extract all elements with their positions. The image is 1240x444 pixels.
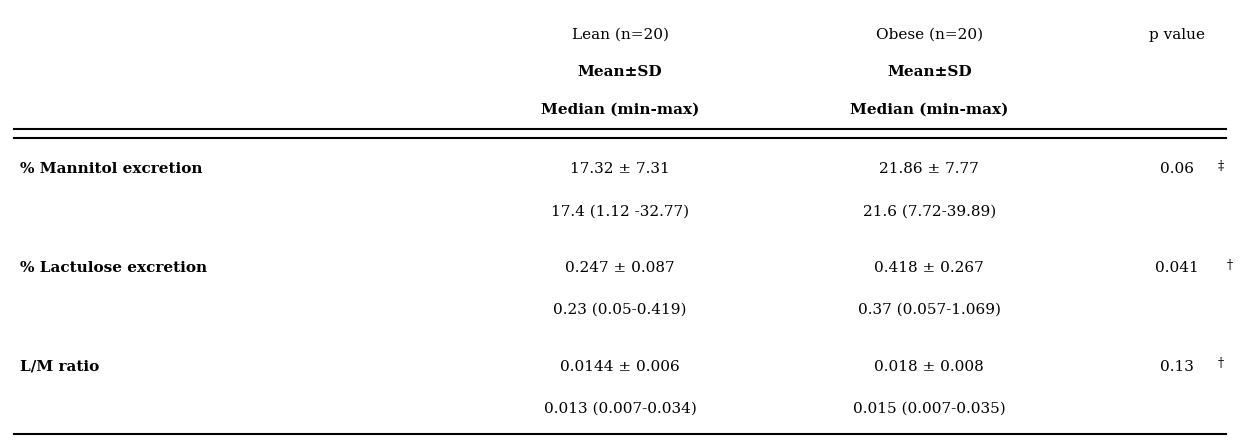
- Text: 0.247 ± 0.087: 0.247 ± 0.087: [565, 261, 675, 275]
- Text: Median (min-max): Median (min-max): [851, 103, 1008, 117]
- Text: 0.13: 0.13: [1159, 360, 1194, 373]
- Text: 21.6 (7.72-39.89): 21.6 (7.72-39.89): [863, 204, 996, 218]
- Text: 0.018 ± 0.008: 0.018 ± 0.008: [874, 360, 985, 373]
- Text: 17.32 ± 7.31: 17.32 ± 7.31: [570, 163, 670, 176]
- Text: p value: p value: [1148, 28, 1205, 42]
- Text: % Mannitol excretion: % Mannitol excretion: [20, 163, 202, 176]
- Text: % Lactulose excretion: % Lactulose excretion: [20, 261, 207, 275]
- Text: Median (min-max): Median (min-max): [541, 103, 699, 117]
- Text: 0.37 (0.057-1.069): 0.37 (0.057-1.069): [858, 303, 1001, 317]
- Text: Lean (n=20): Lean (n=20): [572, 28, 668, 42]
- Text: 0.015 (0.007-0.035): 0.015 (0.007-0.035): [853, 401, 1006, 416]
- Text: Mean±SD: Mean±SD: [887, 65, 972, 79]
- Text: 0.0144 ± 0.006: 0.0144 ± 0.006: [560, 360, 680, 373]
- Text: 21.86 ± 7.77: 21.86 ± 7.77: [879, 163, 980, 176]
- Text: 0.041: 0.041: [1154, 261, 1199, 275]
- Text: 17.4 (1.12 -32.77): 17.4 (1.12 -32.77): [551, 204, 689, 218]
- Text: 0.06: 0.06: [1159, 163, 1194, 176]
- Text: 0.013 (0.007-0.034): 0.013 (0.007-0.034): [543, 401, 697, 416]
- Text: L/M ratio: L/M ratio: [20, 360, 99, 373]
- Text: 0.418 ± 0.267: 0.418 ± 0.267: [874, 261, 985, 275]
- Text: 0.23 (0.05-0.419): 0.23 (0.05-0.419): [553, 303, 687, 317]
- Text: †: †: [1218, 357, 1224, 370]
- Text: Obese (n=20): Obese (n=20): [875, 28, 983, 42]
- Text: Mean±SD: Mean±SD: [578, 65, 662, 79]
- Text: †: †: [1226, 259, 1233, 272]
- Text: ‡: ‡: [1218, 160, 1224, 173]
